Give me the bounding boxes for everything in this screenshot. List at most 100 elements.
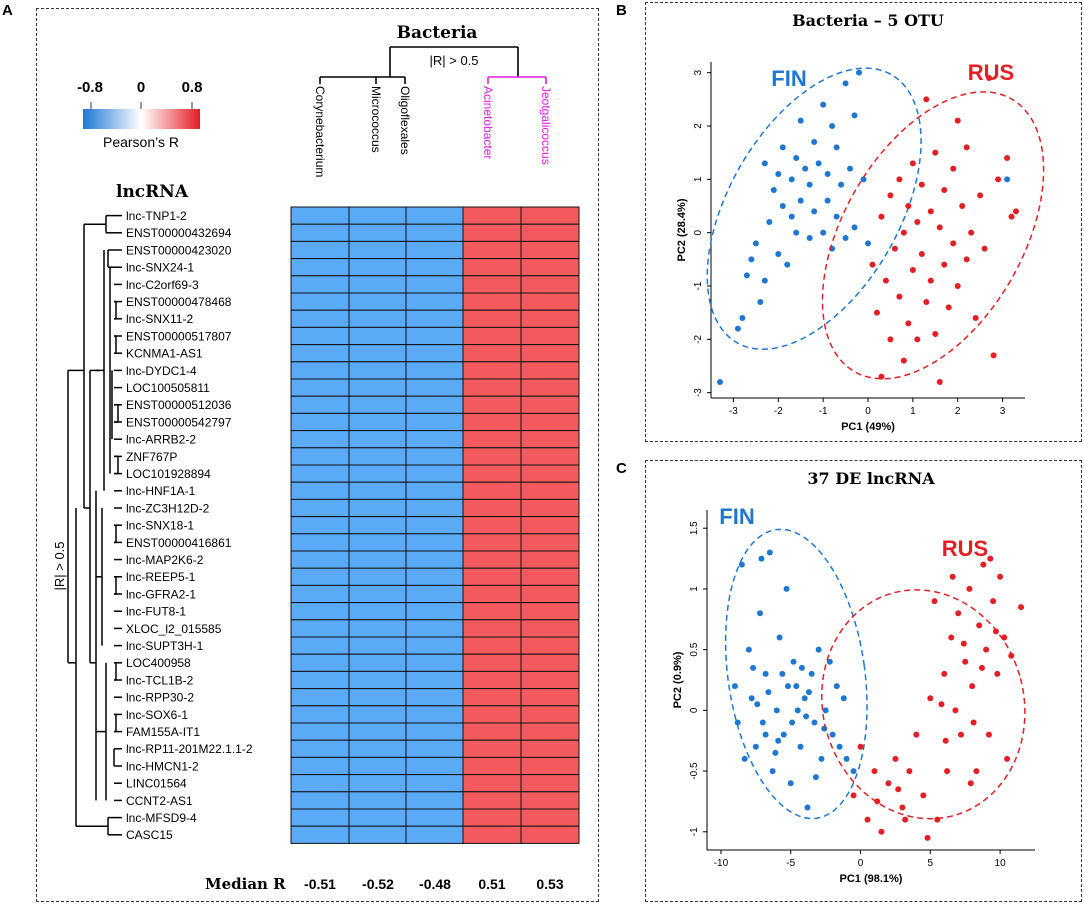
data-point <box>882 277 889 284</box>
data-point <box>772 749 779 756</box>
heatmap-cell <box>462 430 522 449</box>
y-tick-label: 0 <box>689 707 700 713</box>
legend-colorbar <box>83 109 200 129</box>
data-point <box>973 768 980 775</box>
heatmap-cell <box>462 275 522 294</box>
median-value: -0.51 <box>304 876 336 892</box>
data-point <box>734 719 741 726</box>
bacteria-title: Bacteria <box>397 23 478 43</box>
heatmap-cell <box>405 774 465 793</box>
column-label: Oligoflexales <box>398 86 412 155</box>
heatmap-cell <box>462 722 522 741</box>
heatmap-cell <box>348 498 408 518</box>
data-point <box>757 299 764 305</box>
y-axis-label: PC2 (0.9%) <box>672 651 684 708</box>
heatmap-cell <box>348 447 408 466</box>
heatmap-cell <box>348 705 408 724</box>
y-tick-label: 1.5 <box>689 521 700 535</box>
data-point <box>997 573 1004 580</box>
data-point <box>905 320 912 327</box>
heatmap-cell <box>405 223 465 242</box>
heatmap-cell <box>462 791 522 810</box>
row-label: ENST00000478468 <box>126 295 232 309</box>
heatmap-panel: -0.8 0 0.8 Pearson’s R Bacteria |R| > 0.… <box>52 23 580 893</box>
heatmap-cell <box>290 670 350 690</box>
x-tick-label: -1 <box>819 406 828 417</box>
data-point <box>798 664 805 671</box>
heatmap-cell <box>348 636 408 655</box>
data-point <box>869 261 876 268</box>
data-point <box>820 229 827 236</box>
heatmap-cell <box>405 240 465 260</box>
group-label: FIN <box>719 504 754 529</box>
heatmap-cell <box>520 602 580 621</box>
data-point <box>920 792 927 799</box>
heatmap-cell <box>462 447 522 466</box>
data-point <box>770 187 777 193</box>
heatmap-cell <box>405 808 465 827</box>
heatmap-cell <box>520 705 580 724</box>
data-point <box>824 197 831 204</box>
data-point <box>986 75 993 81</box>
heatmap-cell <box>348 292 408 311</box>
heatmap-cell <box>405 498 465 518</box>
heatmap-cell <box>520 808 580 827</box>
data-point <box>743 272 750 279</box>
row-label: ENST00000416861 <box>126 536 232 550</box>
heatmap-cell <box>348 756 408 776</box>
heatmap-cell <box>462 498 522 518</box>
heatmap-cell <box>520 464 580 483</box>
data-point <box>873 309 880 316</box>
row-label: lnc-TCL1B-2 <box>126 673 194 687</box>
data-point <box>954 117 961 124</box>
data-point <box>952 707 959 714</box>
heatmap-cell <box>405 825 465 844</box>
heatmap-cell <box>405 533 465 552</box>
heatmap-cell <box>462 756 522 776</box>
median-value: -0.48 <box>419 876 451 892</box>
data-point <box>818 755 825 762</box>
column-label: Acinetobacter <box>481 86 495 159</box>
heatmap-cell <box>520 275 580 294</box>
heatmap-cell <box>290 258 350 277</box>
heatmap-cell <box>462 464 522 483</box>
median-value: 0.51 <box>478 876 505 892</box>
heatmap-cell <box>405 653 465 672</box>
row-label: ENST00000423020 <box>126 243 232 257</box>
data-point <box>811 208 818 215</box>
data-point <box>878 213 885 220</box>
data-point <box>741 755 748 762</box>
data-point <box>887 336 894 343</box>
data-point <box>783 585 790 592</box>
heatmap-cell <box>405 430 465 449</box>
heatmap-cell <box>462 240 522 260</box>
heatmap-cell <box>462 825 522 844</box>
series-rus <box>850 555 1025 841</box>
heatmap-cell <box>462 309 522 328</box>
heatmap-cell <box>462 584 522 604</box>
row-label: ENST00000542797 <box>126 415 232 429</box>
heatmap-cell <box>520 791 580 810</box>
data-point <box>918 181 925 188</box>
heatmap-cell <box>348 223 408 242</box>
row-label: lnc-SNX11-2 <box>126 312 193 326</box>
data-point <box>840 695 847 702</box>
heatmap-cell <box>520 258 580 277</box>
row-label: lnc-SOX6-1 <box>126 708 188 722</box>
data-point <box>745 646 752 653</box>
data-point <box>896 293 903 300</box>
heatmap-cell <box>405 516 465 535</box>
heatmap-cell <box>520 722 580 741</box>
y-tick-label: -1 <box>689 827 700 836</box>
heatmap-cell <box>520 636 580 655</box>
heatmap-cell <box>520 550 580 569</box>
column-label: Corynebacterium <box>313 86 327 177</box>
data-point <box>967 780 974 787</box>
heatmap-cell <box>348 688 408 707</box>
chart-title: Bacteria – 5 OTU <box>792 11 944 30</box>
data-point <box>977 192 984 199</box>
heatmap-cell <box>462 619 522 638</box>
row-label: lnc-C2orf69-3 <box>126 278 199 292</box>
data-point <box>924 834 931 841</box>
data-point <box>780 731 787 738</box>
